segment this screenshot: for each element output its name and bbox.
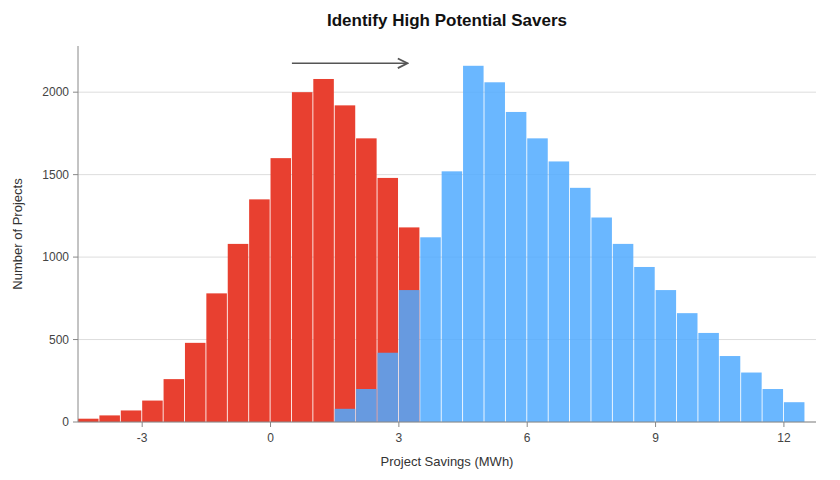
x-tick-label: 0 bbox=[267, 431, 274, 445]
bar bbox=[228, 244, 249, 422]
bar bbox=[292, 92, 313, 422]
y-axis-label: Number of Projects bbox=[10, 178, 25, 290]
x-tick bbox=[142, 422, 143, 427]
y-tick-label: 1500 bbox=[42, 168, 69, 182]
y-tick-label: 500 bbox=[49, 333, 69, 347]
bar bbox=[677, 313, 698, 422]
bar bbox=[313, 79, 334, 422]
grid bbox=[78, 92, 816, 422]
bar bbox=[741, 373, 762, 422]
x-axis-label: Project Savings (MWh) bbox=[381, 454, 514, 469]
bar bbox=[335, 105, 356, 422]
bar bbox=[377, 353, 398, 422]
bar bbox=[206, 293, 227, 422]
bar bbox=[613, 244, 634, 422]
bar bbox=[506, 112, 527, 422]
bar bbox=[164, 379, 185, 422]
y-tick-label: 1000 bbox=[42, 250, 69, 264]
chart: -3 0 3 6 9 12 0 500 1000 1500 2000 Identify High Po… bbox=[0, 0, 840, 480]
bar bbox=[142, 401, 163, 422]
y-tick bbox=[73, 257, 78, 258]
x-tick-label: 6 bbox=[524, 431, 531, 445]
bar bbox=[99, 415, 120, 422]
bar bbox=[656, 290, 677, 422]
grid-line bbox=[78, 92, 816, 93]
bar bbox=[763, 389, 784, 422]
bar bbox=[527, 138, 548, 422]
title: Identify High Potential Savers bbox=[327, 11, 567, 30]
bar bbox=[570, 188, 591, 422]
y-tick bbox=[73, 422, 78, 423]
x-axis-line bbox=[78, 422, 816, 423]
x-tick-label: -3 bbox=[137, 431, 148, 445]
bars bbox=[78, 66, 804, 422]
bar bbox=[399, 290, 420, 422]
x-tick bbox=[270, 422, 271, 427]
x-tick bbox=[398, 422, 399, 427]
x-tick bbox=[527, 422, 528, 427]
bar bbox=[442, 171, 463, 422]
bar bbox=[634, 267, 655, 422]
y-tick bbox=[73, 339, 78, 340]
y-axis-line bbox=[78, 46, 79, 422]
bar bbox=[784, 402, 805, 422]
y-tick-label: 2000 bbox=[42, 85, 69, 99]
bar bbox=[420, 237, 441, 422]
bar bbox=[549, 161, 570, 422]
bar bbox=[720, 356, 741, 422]
arrow bbox=[292, 63, 408, 65]
bar bbox=[121, 410, 142, 422]
y-tick-label: 0 bbox=[62, 415, 69, 429]
x-tick-label: 3 bbox=[396, 431, 403, 445]
bar bbox=[698, 333, 719, 422]
bar bbox=[271, 158, 292, 422]
annotations bbox=[292, 63, 408, 64]
bar bbox=[591, 218, 612, 422]
axes: -3 0 3 6 9 12 0 500 1000 1500 2000 bbox=[42, 46, 816, 445]
bar bbox=[335, 409, 356, 422]
y-tick bbox=[73, 174, 78, 175]
x-tick-label: 12 bbox=[777, 431, 791, 445]
bar bbox=[356, 138, 377, 422]
bar bbox=[484, 82, 505, 422]
y-tick bbox=[73, 92, 78, 93]
x-tick bbox=[655, 422, 656, 427]
x-tick bbox=[783, 422, 784, 427]
grid-line bbox=[78, 422, 816, 423]
bar bbox=[185, 343, 206, 422]
bar bbox=[356, 389, 377, 422]
bar bbox=[249, 199, 270, 422]
bar bbox=[377, 178, 398, 422]
bar bbox=[399, 227, 420, 422]
bar bbox=[463, 66, 484, 422]
x-tick-label: 9 bbox=[652, 431, 659, 445]
